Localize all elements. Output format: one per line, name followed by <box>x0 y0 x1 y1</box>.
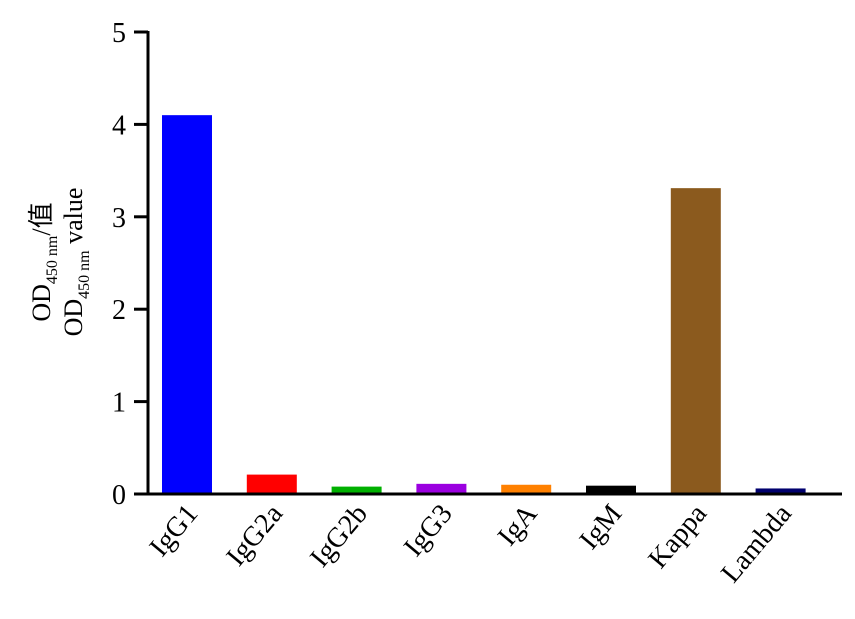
bar-igg1 <box>162 115 212 494</box>
y-tick-label: 3 <box>112 203 126 234</box>
bar-igg2a <box>246 474 297 494</box>
y-tick-label: 5 <box>112 18 126 49</box>
x-category-label: IgG1 <box>144 499 205 563</box>
y-tick-label: 2 <box>112 295 126 326</box>
x-axis-labels: IgG1 IgG2a IgG2b IgG3 IgA IgM Kappa Lambda <box>144 498 799 589</box>
x-category-label: IgA <box>492 498 544 552</box>
bar-iga <box>501 484 552 494</box>
y-tick-label: 1 <box>112 388 126 419</box>
x-category-label: Kappa <box>642 498 713 574</box>
x-category-label: IgG2a <box>220 498 289 572</box>
bars-group <box>162 115 806 494</box>
x-category-label: IgG3 <box>398 499 459 563</box>
y-tick-label: 0 <box>112 480 126 511</box>
y-axis-title: OD450 nm/值 OD450 nm value <box>27 188 93 337</box>
bar-kappa <box>670 188 721 494</box>
y-axis-title-line2: OD450 nm value <box>59 188 93 337</box>
y-tick-label: 4 <box>112 110 126 141</box>
x-category-label: Lambda <box>715 498 798 589</box>
bar-igg3 <box>416 483 467 494</box>
bar-lambda <box>755 488 806 494</box>
x-category-label: IgM <box>574 499 629 556</box>
bar-igm <box>586 485 636 494</box>
y-axis-ticks: 0 1 2 3 4 5 <box>112 18 148 511</box>
y-axis-title-line1: OD450 nm/值 <box>27 202 61 321</box>
x-category-label: IgG2b <box>304 499 374 574</box>
bar-igg2b <box>331 486 382 494</box>
